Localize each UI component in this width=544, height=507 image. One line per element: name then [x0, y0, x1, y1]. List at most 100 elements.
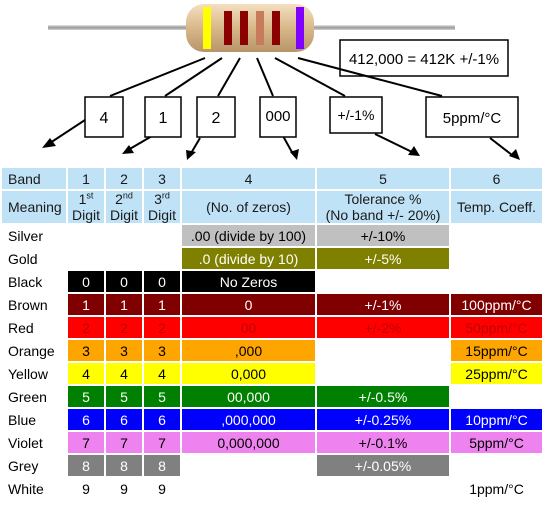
second-digit-header: 2nd Digit	[106, 191, 142, 223]
third-digit-header: 3rd Digit	[144, 191, 180, 223]
digit-1: 4	[68, 363, 104, 384]
arrow-head-6	[509, 149, 520, 160]
temp-coeff-cell: 50ppm/°C	[451, 317, 542, 338]
label-digit-2: 1	[159, 110, 168, 127]
color-row-black: Black 0 0 0 No Zeros	[2, 271, 542, 292]
digit-2: 8	[106, 455, 142, 476]
tolerance-cell	[317, 340, 449, 361]
tolerance-cell: +/-0.5%	[317, 386, 449, 407]
tolerance-cell	[317, 363, 449, 384]
digit-1: 2	[68, 317, 104, 338]
pointer-line-2	[164, 57, 223, 97]
tolerance-cell	[317, 271, 449, 292]
resistor-lead-right	[305, 25, 455, 30]
multiplier-cell: 0,000	[182, 363, 315, 384]
pointer-line-6b	[489, 137, 513, 156]
digit-3: 5	[144, 386, 180, 407]
digit-1: 7	[68, 432, 104, 453]
color-name: Orange	[2, 340, 66, 361]
tolerance-cell: +/-0.25%	[317, 409, 449, 430]
temp-coeff-cell: 25ppm/°C	[451, 363, 542, 384]
digit-3: 4	[144, 363, 180, 384]
digit-1: 9	[68, 478, 104, 499]
color-row-violet: Violet 7 7 7 0,000,000 +/-0.1% 5ppm/°C	[2, 432, 542, 453]
color-row-green: Green 5 5 5 00,000 +/-0.5%	[2, 386, 542, 407]
tolerance-cell: +/-1%	[317, 294, 449, 315]
temp-coeff-header: Temp. Coeff.	[451, 191, 542, 223]
digit-2: 4	[106, 363, 142, 384]
band-number-2: 2	[106, 168, 142, 189]
band-label: Band	[2, 168, 66, 189]
resistor-band-2	[224, 11, 232, 45]
temp-coeff-cell	[451, 271, 542, 292]
multiplier-cell: ,000,000	[182, 409, 315, 430]
pointer-line-6	[297, 57, 443, 97]
digit-1: 6	[68, 409, 104, 430]
meaning-label: Meaning	[2, 191, 66, 223]
pointer-line-5b	[374, 133, 413, 153]
digit-1: 5	[68, 386, 104, 407]
digit-3: 9	[144, 478, 180, 499]
band-number-row: Band 1 2 3 4 5 6	[2, 168, 542, 189]
resistor-lead-left	[48, 25, 198, 30]
color-name: White	[2, 478, 66, 499]
pointer-line-4b	[282, 135, 294, 155]
digit-3: 0	[144, 271, 180, 292]
band-number-1: 1	[68, 168, 104, 189]
digit-3	[144, 248, 180, 269]
multiplier-cell: 0,000,000	[182, 432, 315, 453]
digit-2: 2	[106, 317, 142, 338]
digit-1: 3	[68, 340, 104, 361]
color-name: Yellow	[2, 363, 66, 384]
digit-3: 8	[144, 455, 180, 476]
color-rows: Silver .00 (divide by 100) +/-10% Gold .0 (d…	[2, 225, 542, 499]
digit-2: 9	[106, 478, 142, 499]
label-tempco: 5ppm/°C	[443, 110, 502, 127]
multiplier-cell	[182, 478, 315, 499]
tolerance-cell: +/-2%	[317, 317, 449, 338]
resistor-body	[186, 4, 314, 52]
temp-coeff-cell	[451, 248, 542, 269]
color-row-grey: Grey 8 8 8 +/-0.05%	[2, 455, 542, 476]
label-digit-3: 2	[212, 110, 221, 127]
color-row-gold: Gold .0 (divide by 10) +/-5%	[2, 248, 542, 269]
resistor-band-6	[296, 7, 304, 49]
color-name: Gold	[2, 248, 66, 269]
temp-coeff-cell: 15ppm/°C	[451, 340, 542, 361]
formula-text: 412,000 = 412K +/-1%	[349, 51, 499, 68]
arrow-head-4	[290, 149, 299, 160]
label-digit-1: 4	[100, 110, 109, 127]
color-row-red: Red 2 2 2 00 +/-2% 50ppm/°C	[2, 317, 542, 338]
multiplier-cell: 00	[182, 317, 315, 338]
temp-coeff-cell	[451, 455, 542, 476]
temp-coeff-cell: 5ppm/°C	[451, 432, 542, 453]
digit-3: 3	[144, 340, 180, 361]
multiplier-cell: 00,000	[182, 386, 315, 407]
pointer-line-5	[274, 57, 346, 97]
label-tolerance: +/-1%	[338, 107, 375, 123]
temp-coeff-cell	[451, 225, 542, 246]
digit-2	[106, 225, 142, 246]
tolerance-cell: +/-0.05%	[317, 455, 449, 476]
arrow-head-2	[122, 145, 134, 154]
multiplier-cell	[182, 455, 315, 476]
pointer-line-3	[217, 57, 241, 97]
pointer-line-1	[109, 57, 206, 97]
arrow-heads	[42, 138, 520, 160]
label-box-6	[425, 96, 519, 138]
color-row-orange: Orange 3 3 3,000 15ppm/°C	[2, 340, 542, 361]
color-name: Red	[2, 317, 66, 338]
temp-coeff-cell: 10ppm/°C	[451, 409, 542, 430]
label-zeros: 000	[265, 108, 290, 125]
label-box-4	[259, 96, 297, 138]
color-row-blue: Blue 6 6 6,000,000 +/-0.25% 10ppm/°C	[2, 409, 542, 430]
band-number-5: 5	[317, 168, 449, 189]
color-name: Green	[2, 386, 66, 407]
arrow-head-5	[408, 146, 420, 156]
resistor-band-5	[272, 11, 280, 45]
zeros-header: (No. of zeros)	[182, 191, 315, 223]
multiplier-cell: No Zeros	[182, 271, 315, 292]
label-box-1	[84, 96, 124, 138]
formula-box	[339, 39, 509, 77]
digit-2: 3	[106, 340, 142, 361]
